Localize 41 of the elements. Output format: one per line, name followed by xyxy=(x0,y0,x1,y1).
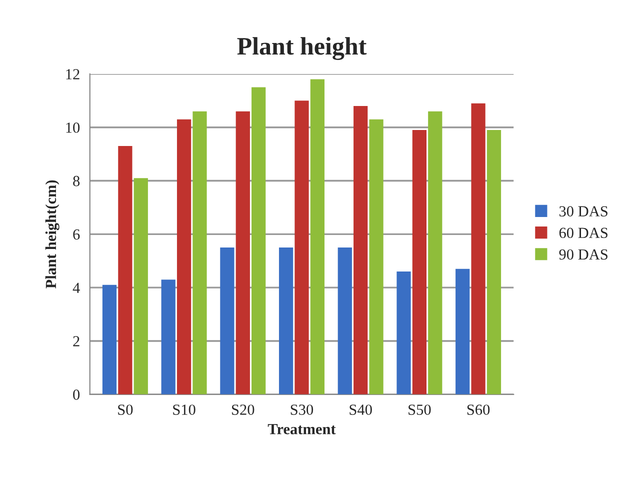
x-tick-label: S0 xyxy=(118,404,133,415)
y-axis-title: Plant height(cm) xyxy=(45,180,60,288)
y-tick-label: 8 xyxy=(73,176,80,186)
bar xyxy=(486,130,502,394)
y-tick-label: 10 xyxy=(66,122,80,133)
bar xyxy=(369,119,384,394)
bar xyxy=(118,146,132,394)
x-tick-label: S10 xyxy=(173,404,196,415)
x-tick-label: S20 xyxy=(232,404,254,415)
bar xyxy=(220,248,234,394)
bar xyxy=(294,100,309,394)
y-tick-label: 2 xyxy=(73,336,80,346)
x-axis-title: Treatment xyxy=(268,424,336,434)
bar xyxy=(252,87,266,394)
bar xyxy=(338,248,352,394)
bar xyxy=(456,268,470,394)
legend-label: 60 DAS xyxy=(559,228,608,238)
bar xyxy=(412,130,426,394)
bar xyxy=(161,280,176,394)
bar xyxy=(192,111,207,394)
y-tick-label: 4 xyxy=(72,282,80,293)
bar xyxy=(236,111,250,394)
bar xyxy=(428,111,442,394)
y-tick-label: 0 xyxy=(73,390,80,400)
bar xyxy=(134,178,148,394)
bar xyxy=(471,103,486,394)
bar xyxy=(278,248,294,394)
bar xyxy=(310,79,324,394)
bar xyxy=(354,106,368,394)
bar xyxy=(396,272,411,394)
x-tick-label: S60 xyxy=(467,404,490,415)
legend-label: 30 DAS xyxy=(559,206,608,216)
y-tick-label: 12 xyxy=(66,69,80,80)
legend-label: 90 DAS xyxy=(559,249,608,260)
x-tick-label: S30 xyxy=(290,404,314,415)
bar xyxy=(176,119,192,394)
bar xyxy=(102,284,117,394)
y-tick-label: 6 xyxy=(73,229,80,240)
chart-title: Plant height xyxy=(237,37,367,60)
x-tick-label: S40 xyxy=(350,404,372,415)
x-tick-label: S50 xyxy=(408,404,431,415)
